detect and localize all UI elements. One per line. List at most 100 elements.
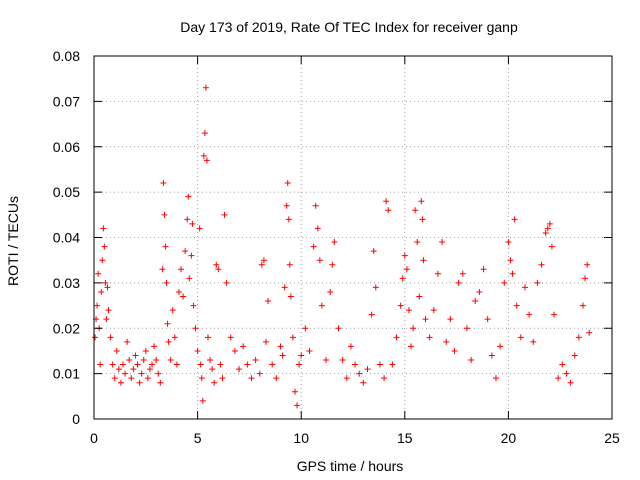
data-point <box>418 198 425 205</box>
data-point <box>567 379 574 386</box>
data-point <box>113 347 120 354</box>
data-point <box>492 375 499 382</box>
data-point <box>343 375 350 382</box>
data-point <box>273 375 280 382</box>
data-point <box>92 334 99 341</box>
data-point <box>563 370 570 377</box>
data-point <box>197 361 204 368</box>
data-point <box>236 366 243 373</box>
data-point <box>165 338 172 345</box>
data-point <box>199 397 206 404</box>
data-point <box>310 243 317 250</box>
data-point <box>159 266 166 273</box>
data-point <box>443 338 450 345</box>
data-point <box>223 279 230 286</box>
x-tick-label: 0 <box>90 430 98 446</box>
data-point <box>164 320 171 327</box>
data-point <box>360 379 367 386</box>
data-point <box>207 357 214 364</box>
data-point <box>287 293 294 300</box>
data-point <box>213 261 220 268</box>
data-point <box>173 361 180 368</box>
x-tick-label: 25 <box>604 430 620 446</box>
data-point <box>368 311 375 318</box>
data-point <box>468 357 475 364</box>
data-point <box>204 334 211 341</box>
data-point <box>265 298 272 305</box>
data-point <box>200 152 207 159</box>
data-point <box>401 252 408 259</box>
data-point <box>507 257 514 264</box>
data-point <box>157 379 164 386</box>
data-point <box>169 307 176 314</box>
data-point <box>544 225 551 232</box>
data-point <box>405 307 412 314</box>
data-point <box>497 343 504 350</box>
data-point <box>163 279 170 286</box>
data-point <box>347 343 354 350</box>
data-point <box>501 279 508 286</box>
y-tick-label: 0.05 <box>53 184 80 200</box>
data-point <box>144 375 151 382</box>
data-point <box>221 211 228 218</box>
data-point <box>185 193 192 200</box>
data-point <box>318 302 325 309</box>
data-point <box>530 338 537 345</box>
data-point <box>383 198 390 205</box>
data-point <box>439 239 446 246</box>
data-point <box>542 229 549 236</box>
data-point <box>571 352 578 359</box>
data-point <box>447 316 454 323</box>
axis-ticks <box>93 55 613 420</box>
data-point <box>296 361 303 368</box>
data-point <box>160 180 167 187</box>
data-point <box>586 329 593 336</box>
y-tick-label: 0.07 <box>53 93 80 109</box>
data-point <box>102 279 109 286</box>
data-point <box>403 266 410 273</box>
data-point <box>414 239 421 246</box>
data-point <box>120 361 127 368</box>
data-point <box>517 334 524 341</box>
axis-tick-labels: 0 0.01 0.02 0.03 0.04 0.05 0.06 0.07 0.08 0 5 10 15 2… <box>53 48 620 446</box>
data-point <box>244 361 251 368</box>
data-point <box>161 211 168 218</box>
data-point <box>509 270 516 277</box>
data-point <box>124 338 131 345</box>
data-point <box>575 334 582 341</box>
data-point <box>476 288 483 295</box>
data-point <box>248 375 255 382</box>
data-point <box>153 357 160 364</box>
data-point <box>219 375 226 382</box>
data-point <box>364 366 371 373</box>
grid <box>94 56 612 419</box>
data-point <box>189 220 196 227</box>
data-point <box>283 202 290 209</box>
data-point <box>105 307 112 314</box>
data-point <box>312 202 319 209</box>
data-point <box>217 361 224 368</box>
data-point <box>167 357 174 364</box>
data-point <box>513 302 520 309</box>
data-point <box>202 84 209 91</box>
data-point <box>111 375 118 382</box>
data-point <box>410 325 417 332</box>
data-point <box>521 284 528 291</box>
data-point <box>115 366 122 373</box>
data-point <box>277 343 284 350</box>
data-point <box>97 361 104 368</box>
data-point <box>579 302 586 309</box>
data-point <box>103 316 110 323</box>
data-point <box>188 252 195 259</box>
data-point <box>138 370 145 377</box>
data-point <box>175 288 182 295</box>
data-point <box>182 248 189 255</box>
data-point <box>472 298 479 305</box>
data-point <box>434 270 441 277</box>
data-point <box>314 225 321 232</box>
data-points <box>92 84 593 409</box>
data-point <box>291 388 298 395</box>
data-point <box>155 370 162 377</box>
data-point <box>584 261 591 268</box>
